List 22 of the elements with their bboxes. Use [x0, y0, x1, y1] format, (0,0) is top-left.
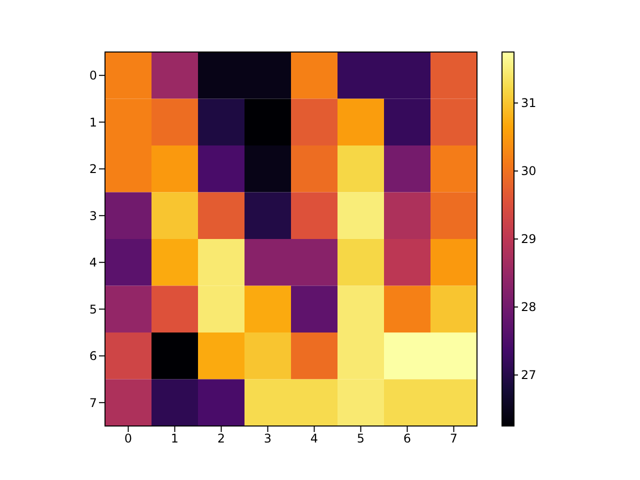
- color-bar-label: 30: [521, 164, 536, 178]
- x-tick-label: 0: [124, 432, 132, 446]
- x-tick-label: 4: [310, 432, 318, 446]
- colorbar: 27 28 29 30 31: [502, 52, 536, 426]
- color-bar-label: 29: [521, 232, 536, 246]
- y-tick-label: 0: [89, 68, 97, 83]
- y-tick-label: 5: [89, 302, 97, 316]
- x-tick-label: 6: [403, 432, 412, 446]
- color-bar-label: 27: [521, 368, 536, 382]
- x-tick-label: 5: [356, 432, 365, 446]
- x-tick-label: 7: [450, 432, 458, 446]
- x-tick-label: 1: [170, 432, 179, 446]
- y-tick-label: 1: [89, 115, 97, 130]
- y-tick-label: 2: [89, 162, 97, 176]
- y-tick-label: 6: [89, 349, 97, 364]
- x-tick-label: 3: [264, 432, 272, 446]
- y-tick-label: 4: [89, 256, 97, 270]
- color-bar-label: 31: [521, 96, 536, 110]
- color-bar-label: 28: [521, 300, 536, 314]
- x-tick-label: 2: [217, 432, 226, 446]
- y-tick-label: 3: [89, 208, 97, 223]
- y-tick-label: 7: [89, 396, 97, 410]
